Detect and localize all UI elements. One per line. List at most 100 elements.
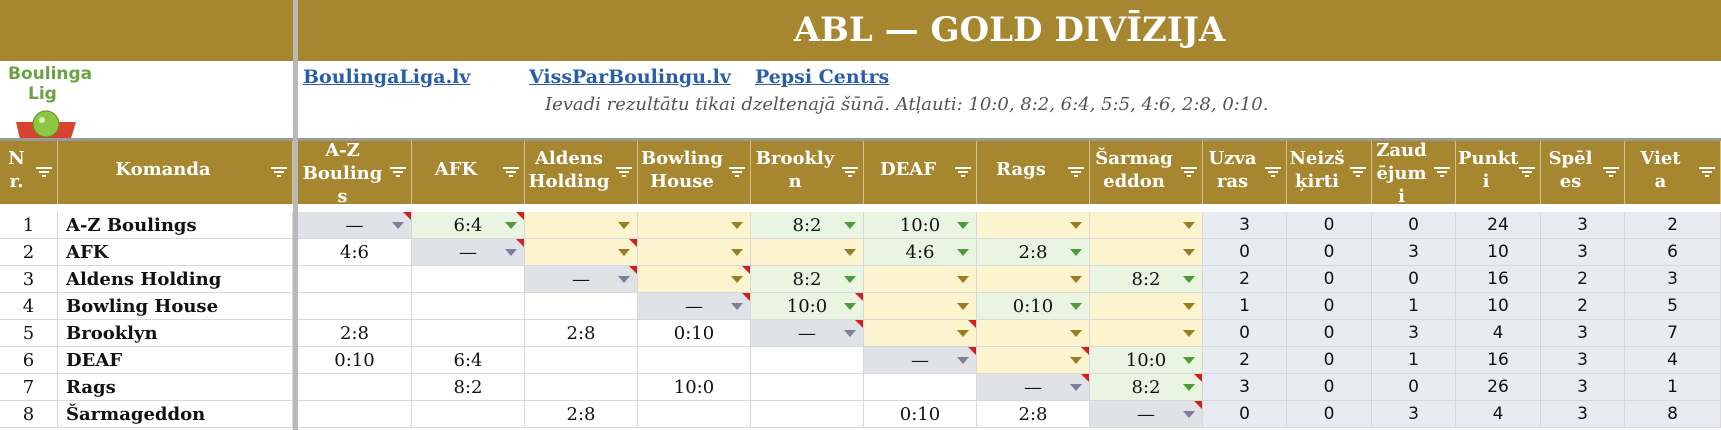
- dropdown-arrow-icon[interactable]: [1070, 276, 1082, 283]
- result-cell[interactable]: [1090, 293, 1203, 320]
- dropdown-arrow-icon[interactable]: [844, 276, 856, 283]
- dropdown-arrow-icon[interactable]: [957, 303, 969, 310]
- column-header-9[interactable]: Šarmag eddon: [1090, 141, 1203, 204]
- result-cell[interactable]: [1090, 320, 1203, 347]
- dropdown-arrow-icon[interactable]: [1070, 222, 1082, 229]
- result-cell[interactable]: 8:2: [751, 212, 864, 239]
- filter-icon[interactable]: [1434, 166, 1450, 178]
- result-cell[interactable]: [638, 212, 751, 239]
- result-cell[interactable]: [864, 320, 977, 347]
- result-cell[interactable]: 0:10: [977, 293, 1090, 320]
- filter-icon[interactable]: [503, 166, 519, 178]
- dropdown-arrow-icon[interactable]: [1070, 330, 1082, 337]
- dropdown-arrow-icon[interactable]: [957, 249, 969, 256]
- dropdown-arrow-icon[interactable]: [618, 276, 630, 283]
- result-cell[interactable]: [638, 266, 751, 293]
- dropdown-arrow-icon[interactable]: [1183, 330, 1195, 337]
- filter-icon[interactable]: [729, 166, 745, 178]
- dropdown-arrow-icon[interactable]: [1183, 222, 1195, 229]
- column-header-11[interactable]: Neizš ķirti: [1287, 141, 1372, 204]
- dropdown-arrow-icon[interactable]: [1183, 384, 1195, 391]
- dropdown-arrow-icon[interactable]: [618, 222, 630, 229]
- dropdown-arrow-icon[interactable]: [844, 249, 856, 256]
- column-header-7[interactable]: DEAF: [864, 141, 977, 204]
- link-vissparboulingu[interactable]: VissParBoulingu.lv: [529, 66, 731, 88]
- column-header-13[interactable]: Punkt i: [1456, 141, 1541, 204]
- filter-icon[interactable]: [1519, 166, 1535, 178]
- dropdown-arrow-icon[interactable]: [844, 303, 856, 310]
- result-cell[interactable]: 10:0: [751, 293, 864, 320]
- dropdown-arrow-icon[interactable]: [1070, 303, 1082, 310]
- column-header-12[interactable]: Zaud ējum i: [1372, 141, 1456, 204]
- result-cell[interactable]: 10:0: [1090, 347, 1203, 374]
- dropdown-arrow-icon[interactable]: [844, 222, 856, 229]
- result-cell[interactable]: [638, 239, 751, 266]
- dropdown-arrow-icon[interactable]: [1070, 249, 1082, 256]
- column-header-3[interactable]: AFK: [412, 141, 525, 204]
- dropdown-arrow-icon[interactable]: [505, 249, 517, 256]
- stat-cell: 3: [1625, 266, 1721, 293]
- result-cell[interactable]: [977, 320, 1090, 347]
- dropdown-arrow-icon[interactable]: [1183, 249, 1195, 256]
- link-pepsi-centrs[interactable]: Pepsi Centrs: [755, 66, 890, 88]
- filter-icon[interactable]: [842, 166, 858, 178]
- result-cell[interactable]: [751, 239, 864, 266]
- dropdown-arrow-icon[interactable]: [731, 276, 743, 283]
- dropdown-arrow-icon[interactable]: [1070, 357, 1082, 364]
- result-cell[interactable]: 8:2: [1090, 374, 1203, 401]
- filter-icon[interactable]: [1265, 166, 1281, 178]
- result-cell[interactable]: 8:2: [751, 266, 864, 293]
- result-cell[interactable]: [525, 212, 638, 239]
- dropdown-arrow-icon[interactable]: [844, 330, 856, 337]
- dropdown-arrow-icon[interactable]: [392, 222, 404, 229]
- filter-icon[interactable]: [1068, 166, 1084, 178]
- dropdown-arrow-icon[interactable]: [1183, 357, 1195, 364]
- result-cell[interactable]: [977, 347, 1090, 374]
- result-cell[interactable]: [1090, 239, 1203, 266]
- result-cell[interactable]: 8:2: [1090, 266, 1203, 293]
- dropdown-arrow-icon[interactable]: [731, 249, 743, 256]
- column-header-6[interactable]: Brookly n: [751, 141, 864, 204]
- result-cell[interactable]: 2:8: [977, 239, 1090, 266]
- result-cell[interactable]: [864, 266, 977, 293]
- dropdown-arrow-icon[interactable]: [731, 303, 743, 310]
- column-header-15[interactable]: Viet a: [1625, 141, 1721, 204]
- filter-icon[interactable]: [955, 166, 971, 178]
- result-cell[interactable]: [525, 239, 638, 266]
- dropdown-arrow-icon[interactable]: [1183, 411, 1195, 418]
- dropdown-arrow-icon[interactable]: [957, 330, 969, 337]
- column-header-2[interactable]: A-Z Bouling s: [298, 141, 412, 204]
- filter-icon[interactable]: [271, 166, 287, 178]
- result-cell[interactable]: 10:0: [864, 212, 977, 239]
- link-boulingaliga[interactable]: BoulingaLiga.lv: [303, 66, 471, 88]
- column-header-10[interactable]: Uzva ras: [1203, 141, 1287, 204]
- dropdown-arrow-icon[interactable]: [1070, 384, 1082, 391]
- column-header-4[interactable]: Aldens Holding: [525, 141, 638, 204]
- dropdown-arrow-icon[interactable]: [618, 249, 630, 256]
- result-cell[interactable]: [977, 212, 1090, 239]
- column-header-8[interactable]: Rags: [977, 141, 1090, 204]
- filter-icon[interactable]: [616, 166, 632, 178]
- filter-icon[interactable]: [1603, 166, 1619, 178]
- dropdown-arrow-icon[interactable]: [505, 222, 517, 229]
- dropdown-arrow-icon[interactable]: [957, 276, 969, 283]
- dropdown-arrow-icon[interactable]: [957, 222, 969, 229]
- filter-icon[interactable]: [36, 166, 52, 178]
- dropdown-arrow-icon[interactable]: [957, 357, 969, 364]
- result-cell[interactable]: 6:4: [412, 212, 525, 239]
- filter-icon[interactable]: [1350, 166, 1366, 178]
- dropdown-arrow-icon[interactable]: [1183, 303, 1195, 310]
- dropdown-arrow-icon[interactable]: [731, 222, 743, 229]
- filter-icon[interactable]: [1699, 166, 1715, 178]
- result-cell[interactable]: 4:6: [864, 239, 977, 266]
- column-header-1[interactable]: Komanda: [58, 141, 293, 204]
- dropdown-arrow-icon[interactable]: [1183, 276, 1195, 283]
- result-cell[interactable]: [864, 293, 977, 320]
- result-cell[interactable]: [1090, 212, 1203, 239]
- filter-icon[interactable]: [390, 166, 406, 178]
- column-header-5[interactable]: Bowling House: [638, 141, 751, 204]
- column-header-14[interactable]: Spēl es: [1541, 141, 1625, 204]
- result-cell[interactable]: [977, 266, 1090, 293]
- filter-icon[interactable]: [1181, 166, 1197, 178]
